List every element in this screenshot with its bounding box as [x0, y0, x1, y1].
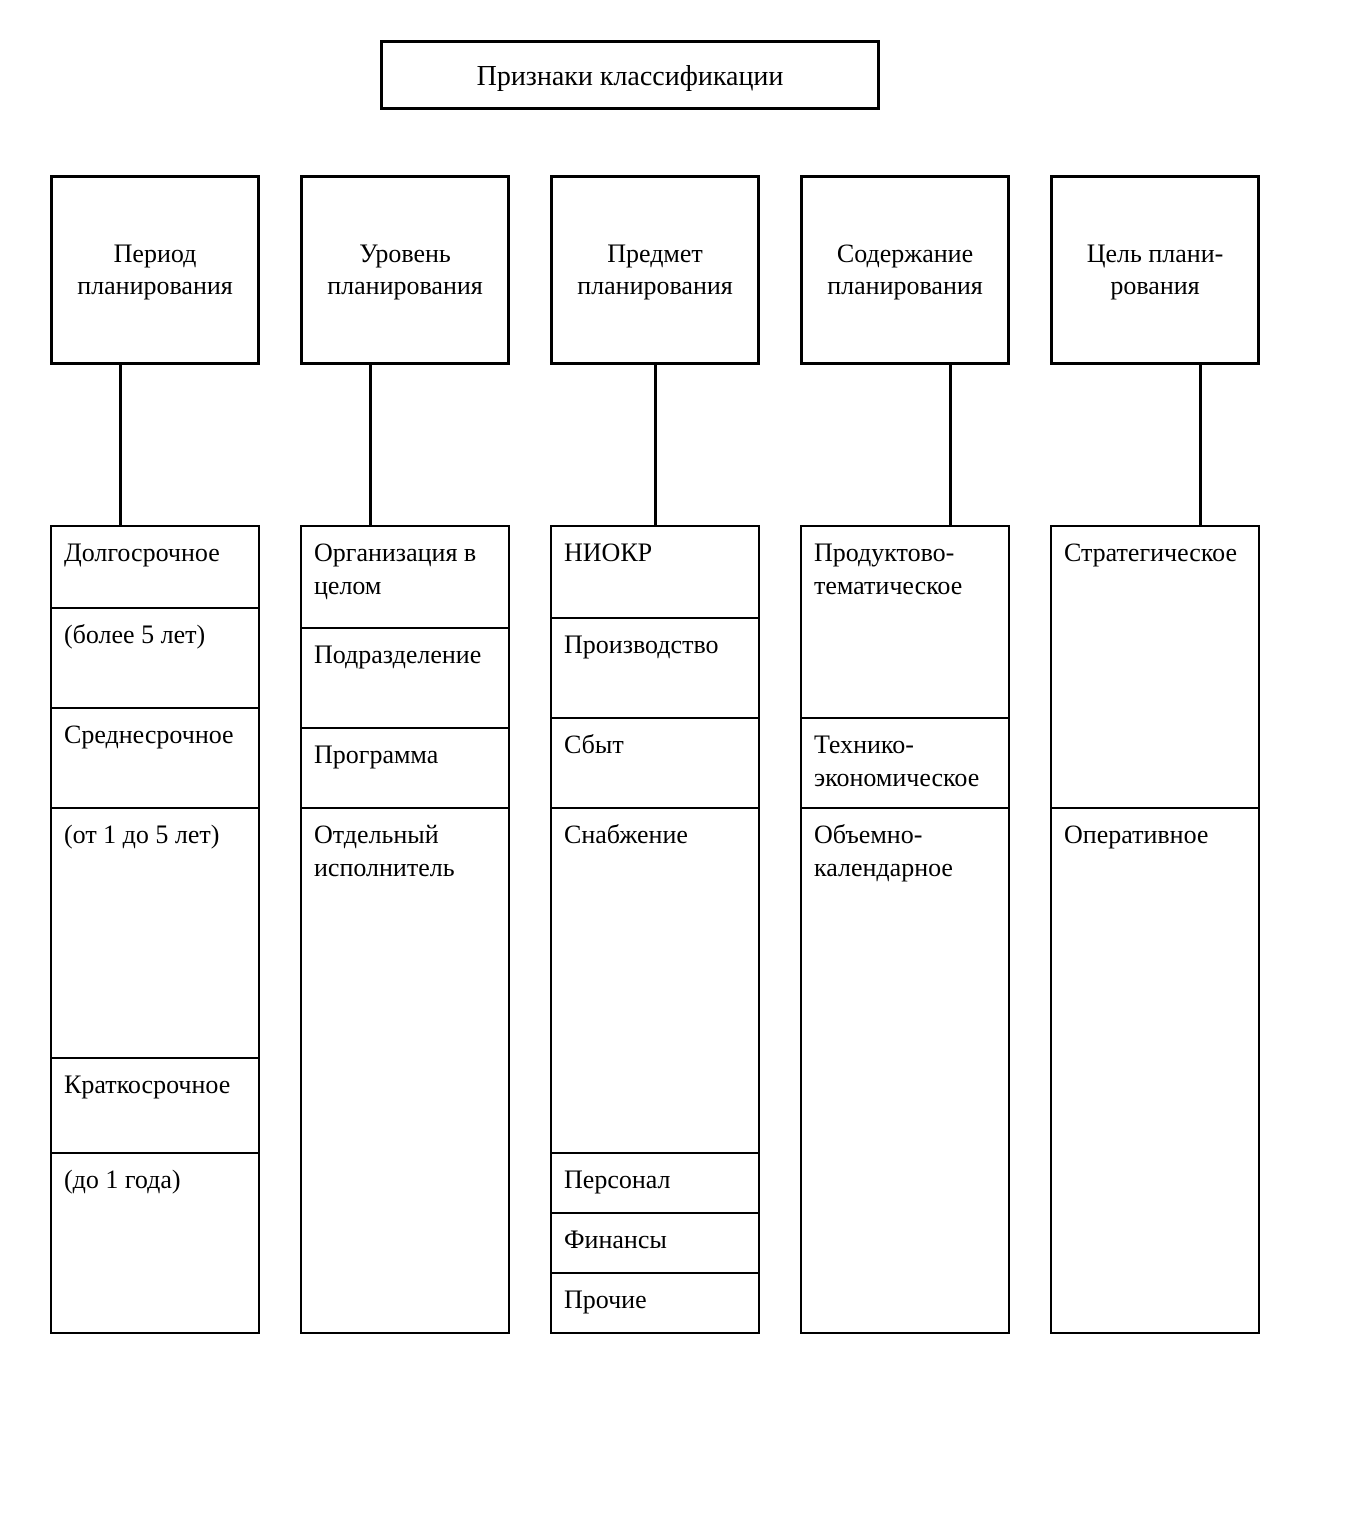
- column-table: Долгосроч­ное(более 5 лет)Средне­срочное…: [50, 525, 260, 1334]
- table-cell: Средне­срочное: [52, 707, 258, 807]
- column-header: Содержание планирова­ния: [800, 175, 1010, 365]
- column-table: НИОКРПроизвод­ствоСбытСнабжениеПерсоналФ…: [550, 525, 760, 1334]
- table-cell: Стратеги­ческое: [1052, 527, 1258, 807]
- table-cell: Финансы: [552, 1212, 758, 1272]
- table-cell: НИОКР: [552, 527, 758, 617]
- column-table: Организа­ция в целомПодразде­лениеПрогра…: [300, 525, 510, 1334]
- column-header: Период планирова­ния: [50, 175, 260, 365]
- table-cell: Кратко­срочное: [52, 1057, 258, 1152]
- column-header: Предмет планирова­ния: [550, 175, 760, 365]
- table-cell: Технико-экономическое: [802, 717, 1008, 807]
- column-header: Цель плани­рования: [1050, 175, 1260, 365]
- table-cell: Долгосроч­ное: [52, 527, 258, 607]
- column-table: Стратеги­ческоеОператив­ное: [1050, 525, 1260, 1334]
- title-box: Признаки классификации: [380, 40, 880, 110]
- table-cell: Продуктово-тематическое: [802, 527, 1008, 717]
- table-cell: Объемно-календарное: [802, 807, 1008, 1332]
- table-cell: (более 5 лет): [52, 607, 258, 707]
- column-table: Продуктово-тематическоеТехнико-экономиче…: [800, 525, 1010, 1334]
- table-cell: Производ­ство: [552, 617, 758, 717]
- table-cell: Персонал: [552, 1152, 758, 1212]
- table-cell: Снабжение: [552, 807, 758, 1152]
- table-cell: Организа­ция в целом: [302, 527, 508, 627]
- classification-diagram: Признаки классификации Период планирова­н…: [50, 40, 1300, 1480]
- table-cell: Отдельный исполнитель: [302, 807, 508, 1332]
- table-cell: Сбыт: [552, 717, 758, 807]
- table-cell: (до 1 года): [52, 1152, 258, 1332]
- table-cell: Программа: [302, 727, 508, 807]
- table-cell: Оператив­ное: [1052, 807, 1258, 1332]
- column-header: Уровень планирова­ния: [300, 175, 510, 365]
- table-cell: Подразде­ление: [302, 627, 508, 727]
- table-cell: Прочие: [552, 1272, 758, 1332]
- table-cell: (от 1 до 5 лет): [52, 807, 258, 1057]
